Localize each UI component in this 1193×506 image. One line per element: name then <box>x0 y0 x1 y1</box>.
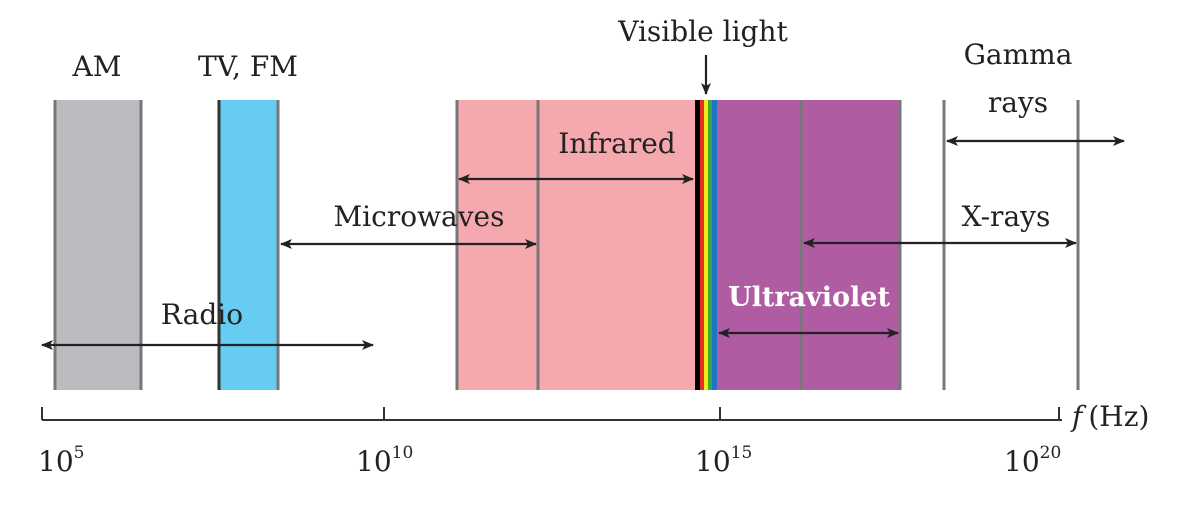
tick-label-1e15: 1015 <box>695 443 752 478</box>
x-rays-label: X-rays <box>962 200 1051 233</box>
am-band <box>54 100 142 390</box>
radio-label: Radio <box>161 298 243 331</box>
axis-label-unit: (Hz) <box>1088 400 1149 433</box>
tick-exponent: 5 <box>74 443 85 463</box>
band-boundaries <box>53 100 1080 390</box>
frequency-axis <box>41 407 1062 421</box>
visible-light-spectrum <box>695 100 717 390</box>
tick-label-1e5: 105 <box>38 443 84 478</box>
tick-base: 10 <box>695 445 731 478</box>
rays-label: rays <box>988 86 1048 119</box>
visible-light-label: Visible light <box>617 15 788 48</box>
gamma-label: Gamma <box>964 38 1073 71</box>
axis-label-f: f <box>1070 400 1087 433</box>
infrared-label: Infrared <box>558 127 675 160</box>
am-label: AM <box>72 50 122 83</box>
axis-label: f (Hz) <box>1070 400 1149 433</box>
ultraviolet-band <box>717 100 901 390</box>
tick-base: 10 <box>356 445 392 478</box>
tick-base: 10 <box>1004 445 1040 478</box>
tick-exponent: 15 <box>731 443 753 463</box>
tick-label-1e10: 1010 <box>356 443 413 478</box>
ultraviolet-label: Ultraviolet <box>728 282 890 313</box>
tv-fm-label: TV, FM <box>198 50 298 83</box>
tv-fm-band <box>219 100 278 390</box>
microwaves-label: Microwaves <box>334 200 505 233</box>
tick-label-1e20: 1020 <box>1004 443 1061 478</box>
tick-exponent: 20 <box>1040 443 1062 463</box>
tick-base: 10 <box>38 445 74 478</box>
tick-exponent: 10 <box>392 443 414 463</box>
